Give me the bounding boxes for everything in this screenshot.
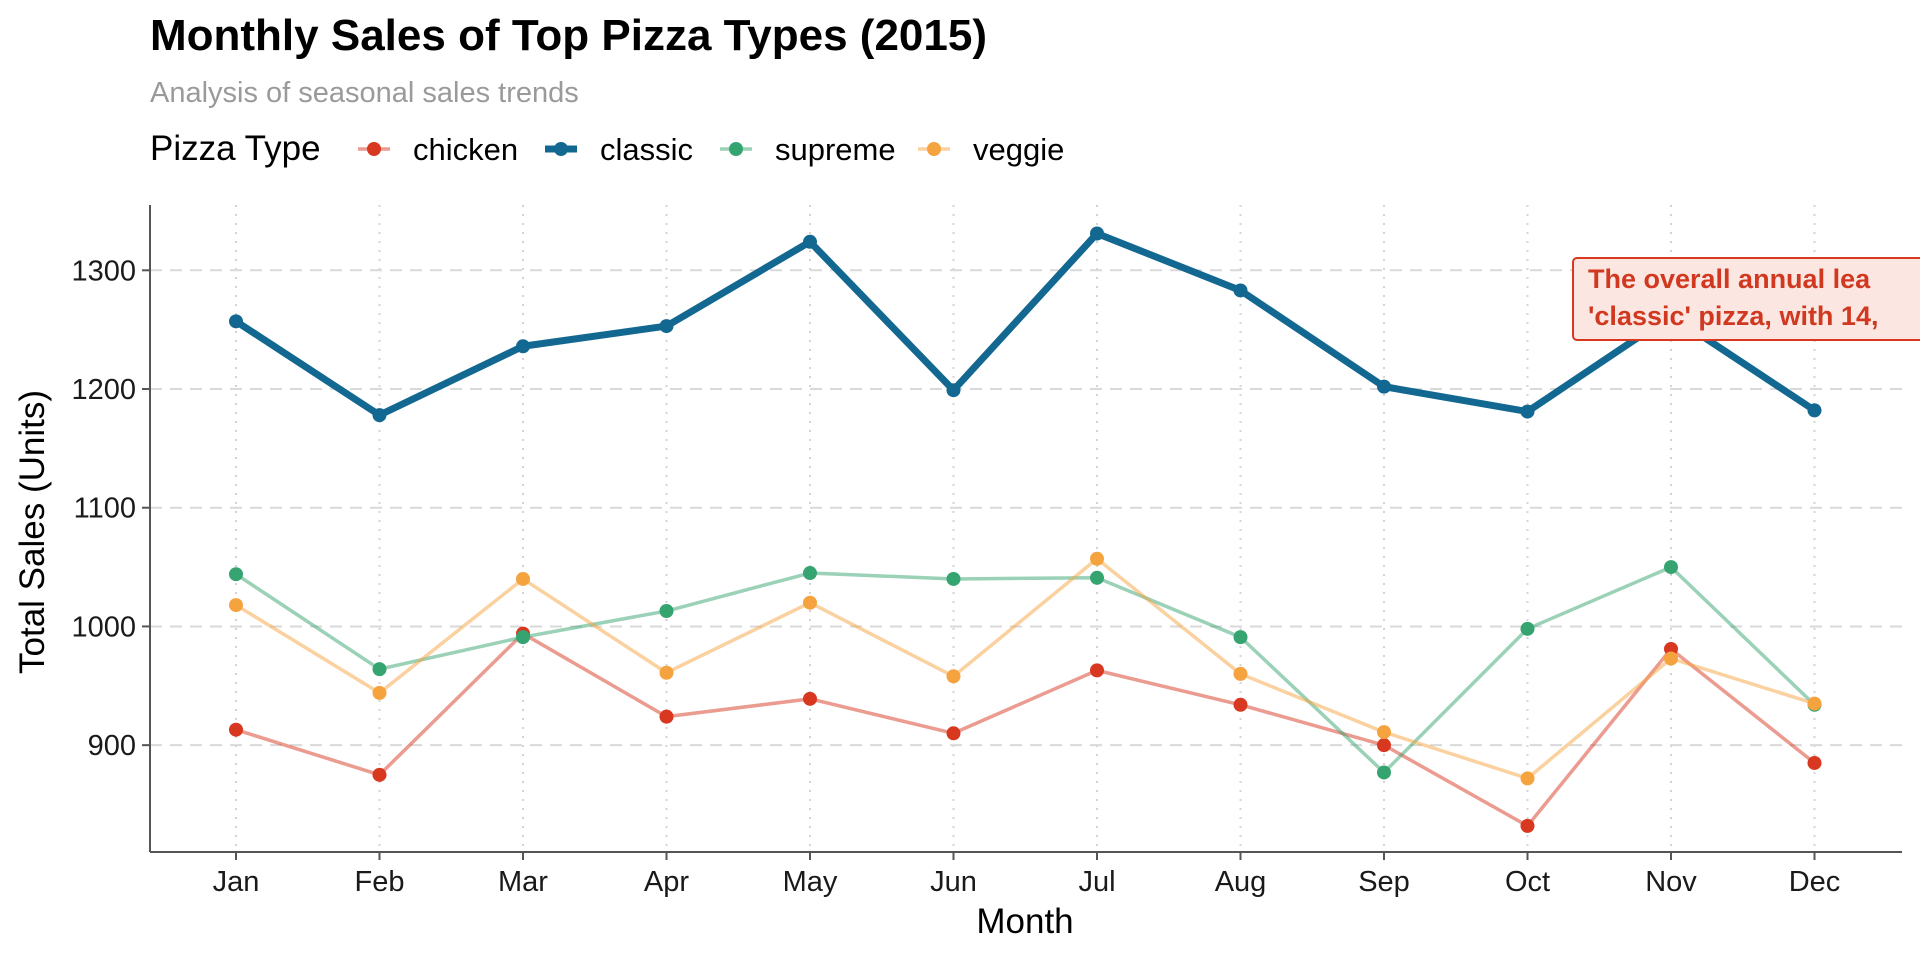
data-point-supreme	[516, 630, 530, 645]
data-point-supreme	[803, 566, 817, 581]
annotation: The overall annual lea 'classic' pizza, w…	[1572, 257, 1920, 341]
data-point-classic	[1090, 226, 1104, 241]
data-point-classic	[516, 339, 530, 354]
data-point-veggie	[516, 571, 530, 586]
data-point-chicken	[1377, 738, 1391, 753]
series-classic	[229, 226, 1822, 423]
y-axis-title: Total Sales (Units)	[13, 390, 52, 674]
x-tick-label: Jun	[930, 866, 977, 898]
data-point-veggie	[372, 685, 387, 700]
series-chicken	[229, 626, 1822, 833]
data-point-classic	[946, 383, 961, 398]
legend-item-classic: classic	[545, 132, 693, 167]
data-point-chicken	[803, 691, 817, 706]
data-point-classic	[1520, 404, 1535, 419]
x-tick-label: Sep	[1358, 866, 1410, 898]
x-axis-title: Month	[976, 902, 1073, 941]
series-veggie	[229, 551, 1822, 786]
series-supreme	[229, 560, 1822, 780]
legend-title: Pizza Type	[150, 129, 321, 168]
y-tick-label: 1000	[71, 611, 136, 643]
series-line-veggie	[235, 557, 1816, 781]
legend-label: supreme	[775, 132, 896, 167]
x-tick-label: Nov	[1645, 866, 1697, 898]
y-tick-label: 1300	[71, 255, 136, 287]
legend-key-dot	[367, 142, 381, 156]
annotation-text: The overall annual lea	[1588, 264, 1871, 294]
legend-item-chicken: chicken	[358, 132, 518, 167]
data-point-veggie	[1807, 696, 1822, 711]
legend-label: classic	[600, 132, 693, 167]
data-point-supreme	[372, 662, 387, 677]
y-tick-label: 1100	[74, 493, 136, 525]
data-point-veggie	[946, 669, 961, 684]
data-point-supreme	[1090, 570, 1104, 585]
x-tick-label: Oct	[1505, 866, 1550, 898]
data-point-chicken	[946, 726, 961, 741]
data-point-supreme	[1233, 630, 1248, 645]
legend: chicken classic supreme veggie	[358, 132, 1064, 167]
x-tick-label: Jul	[1078, 866, 1115, 898]
data-point-classic	[803, 234, 817, 249]
legend-key-dot	[554, 142, 568, 156]
annotation-text: 'classic' pizza, with 14,	[1588, 301, 1878, 331]
data-point-supreme	[659, 604, 674, 619]
data-point-classic	[659, 319, 674, 334]
data-point-classic	[372, 408, 387, 423]
data-point-supreme	[229, 567, 243, 582]
data-point-classic	[229, 314, 243, 329]
data-point-chicken	[1520, 818, 1535, 833]
legend-item-veggie: veggie	[918, 132, 1064, 167]
y-tick-label: 1200	[71, 374, 136, 406]
x-tick-label: Jan	[213, 866, 260, 898]
data-point-supreme	[1664, 560, 1678, 575]
data-point-veggie	[1233, 666, 1248, 681]
x-tick-label: May	[783, 866, 838, 898]
x-tick-label: Feb	[355, 866, 405, 898]
series-group	[229, 226, 1822, 833]
x-tick-label: Aug	[1215, 866, 1267, 898]
data-point-supreme	[1520, 621, 1535, 636]
y-tick-label: 900	[88, 730, 136, 762]
x-tick-label: Dec	[1789, 866, 1841, 898]
series-line-classic	[234, 229, 1817, 419]
series-line-chicken	[235, 631, 1816, 828]
data-point-veggie	[1090, 551, 1104, 566]
data-point-veggie	[659, 665, 674, 680]
data-point-chicken	[229, 722, 243, 737]
axes: 900 1000 1100 1200 1300 Jan Feb Mar Apr May Jun Jul…	[71, 205, 1902, 898]
series-line-supreme	[235, 565, 1816, 775]
chart-subtitle: Analysis of seasonal sales trends	[150, 77, 579, 109]
data-point-classic	[1233, 283, 1248, 298]
data-point-chicken	[372, 767, 387, 782]
data-point-veggie	[1520, 771, 1535, 786]
x-tick-label: Mar	[498, 866, 548, 898]
legend-item-supreme: supreme	[720, 132, 896, 167]
legend-label: chicken	[413, 132, 518, 167]
legend-key-dot	[729, 142, 743, 156]
data-point-veggie	[1664, 651, 1678, 666]
legend-key-dot	[927, 142, 941, 156]
data-point-supreme	[946, 571, 961, 586]
legend-label: veggie	[973, 132, 1064, 167]
data-point-chicken	[1807, 755, 1822, 770]
data-point-chicken	[1090, 663, 1104, 678]
data-point-supreme	[1377, 765, 1391, 780]
annotation-box	[1572, 257, 1920, 341]
data-point-chicken	[1233, 697, 1248, 712]
x-tick-label: Apr	[644, 866, 689, 898]
data-point-classic	[1377, 379, 1391, 394]
data-point-veggie	[1377, 725, 1391, 740]
data-point-veggie	[229, 598, 243, 613]
chart-title: Monthly Sales of Top Pizza Types (2015)	[150, 11, 987, 60]
data-point-veggie	[803, 595, 817, 610]
data-point-classic	[1807, 403, 1822, 418]
data-point-chicken	[659, 709, 674, 724]
